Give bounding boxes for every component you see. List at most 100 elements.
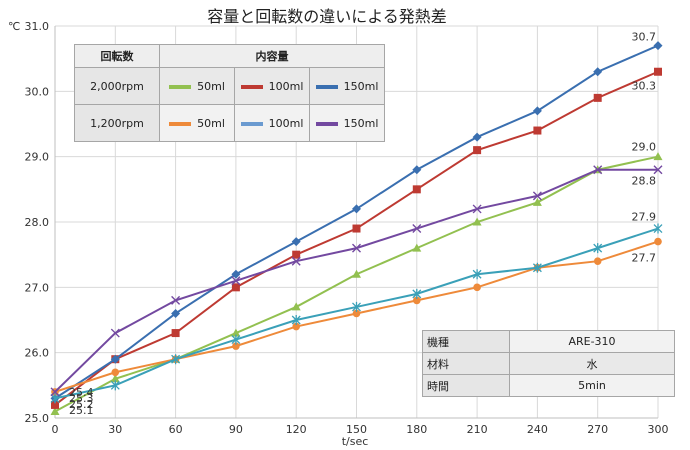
legend-item-label: 50ml [197,116,225,130]
x-tick-label: 150 [346,423,367,436]
data-point [533,126,542,135]
start-value-label: 25.2 [69,398,94,411]
data-point [473,283,481,292]
spec-key: 材料 [422,352,510,375]
end-value-label: 28.8 [632,175,657,188]
series-group [50,165,663,397]
data-point [532,106,542,116]
legend-item-label: 150ml [343,116,379,130]
data-point [291,302,301,311]
legend-item-label: 100ml [268,79,304,93]
data-point [291,237,301,247]
x-axis-label: t/sec [342,435,369,448]
spec-value: ARE-310 [509,330,675,353]
y-tick-label: 30.0 [25,85,50,98]
data-point [472,132,482,142]
end-value-label: 30.3 [632,80,657,93]
data-point [473,146,482,155]
data-point [653,152,663,161]
data-point [472,269,482,280]
y-tick-label: 29.0 [25,151,50,164]
y-tick-label: 28.0 [25,216,50,229]
legend-table: 回転数 内容量 2,000rpm 50ml 100ml 150ml 1,200r… [74,44,385,142]
data-point [532,197,542,206]
data-point [231,276,241,286]
data-point [171,295,181,305]
data-point [51,400,59,409]
data-point [292,322,301,331]
spec-value: 5min [509,374,675,397]
spec-key: 機種 [422,330,510,353]
y-tick-label: 31.0 [25,20,50,33]
data-point [412,243,422,252]
end-value-label: 27.9 [632,211,657,224]
data-point [412,224,422,234]
data-point [593,165,603,175]
legend-item: 50ml [159,104,235,142]
x-tick-label: 210 [467,423,488,436]
data-point [472,217,482,226]
data-point [50,406,60,415]
data-point [593,67,603,77]
legend-swatch [169,84,192,89]
series-group [50,223,663,404]
data-point [171,308,181,318]
data-point [654,67,662,76]
x-tick-label: 0 [52,423,59,436]
data-point [171,354,181,365]
legend-item: 100ml [234,67,310,105]
data-point [532,191,542,201]
legend-header-rpm: 回転数 [74,44,160,68]
y-axis-unit: ℃ [8,20,20,33]
legend-swatch [315,121,338,126]
legend-item-label: 150ml [343,79,379,93]
legend-item: 150ml [309,67,385,105]
data-point [532,262,542,273]
chart-title: 容量と回転数の違いによる発熱差 [207,7,447,26]
x-tick-label: 240 [527,423,548,436]
x-tick-label: 90 [229,423,243,436]
data-point [110,380,120,391]
legend-swatch [240,121,263,126]
series-group [50,41,663,403]
data-point [593,257,602,266]
data-point [352,224,361,233]
start-value-label: 25.1 [69,404,94,417]
legend-item-label: 50ml [197,79,225,93]
data-point [413,296,421,305]
data-point [50,387,60,397]
data-point [231,269,241,279]
data-point [653,41,663,51]
data-point [111,368,120,377]
data-point [50,393,60,404]
legend-item: 100ml [234,104,310,142]
series-group [51,67,662,409]
spec-key: 時間 [422,374,510,397]
end-value-label: 30.7 [632,31,657,44]
data-point [653,165,663,175]
data-point [352,243,361,253]
data-point [352,204,361,214]
legend-item: 50ml [159,67,235,105]
legend-item-label: 100ml [268,116,304,130]
data-point [292,250,301,259]
x-tick-label: 30 [108,423,122,436]
data-point [412,185,421,194]
data-point [593,93,602,102]
legend-row-rpm: 1,200rpm [74,104,160,142]
data-point [653,223,663,234]
legend-swatch [315,84,338,89]
data-point [291,315,301,325]
data-point [231,334,241,345]
legend-header-volume: 内容量 [159,44,385,68]
data-point [654,237,662,246]
data-point [352,269,361,278]
data-point [352,301,361,312]
start-value-label: 25.3 [69,392,94,405]
data-point [472,204,482,214]
x-tick-label: 270 [587,423,608,436]
data-point [231,328,241,337]
data-point [291,256,301,266]
data-point [171,329,180,338]
end-value-label: 29.0 [632,141,657,154]
